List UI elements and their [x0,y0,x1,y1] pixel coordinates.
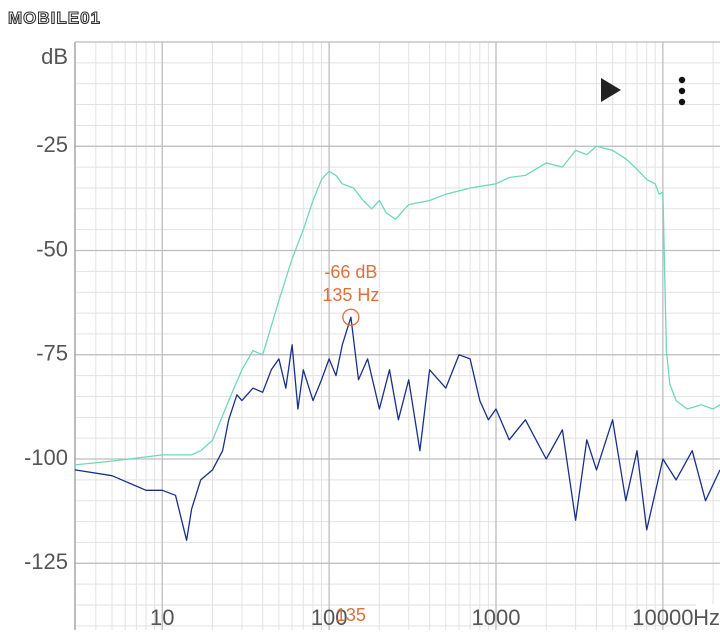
x-tick-label: 10 [150,605,174,630]
series-line [74,145,720,466]
y-tick-label: -100 [24,445,68,470]
peak-axis-label: 135 [336,605,366,625]
x-label-backdrop [696,604,720,632]
plot-area: -66 dB 135 Hz [74,41,720,630]
menu-dot [678,98,686,106]
peak-label: 135 Hz [322,285,379,305]
play-button[interactable] [601,78,621,102]
watermark: MOBILE01 [8,8,101,27]
y-tick-label: -125 [24,549,68,574]
x-tick-label: 1000 [472,605,521,630]
y-tick-label: -25 [36,132,68,157]
y-tick-label: -50 [36,236,68,261]
peak-marker [342,308,360,326]
header [0,0,720,38]
series-line [74,316,720,541]
x-tick-label: 10000 [632,605,693,630]
peak-label: -66 dB [324,262,377,282]
x-axis-label: Hz [693,605,720,630]
x-tick-label: 100 [311,605,348,630]
menu-dot [678,76,686,84]
y-tick-label: dB [41,44,68,69]
menu-dot [678,87,686,95]
menu-button[interactable] [678,76,686,106]
y-tick-label: -75 [36,341,68,366]
